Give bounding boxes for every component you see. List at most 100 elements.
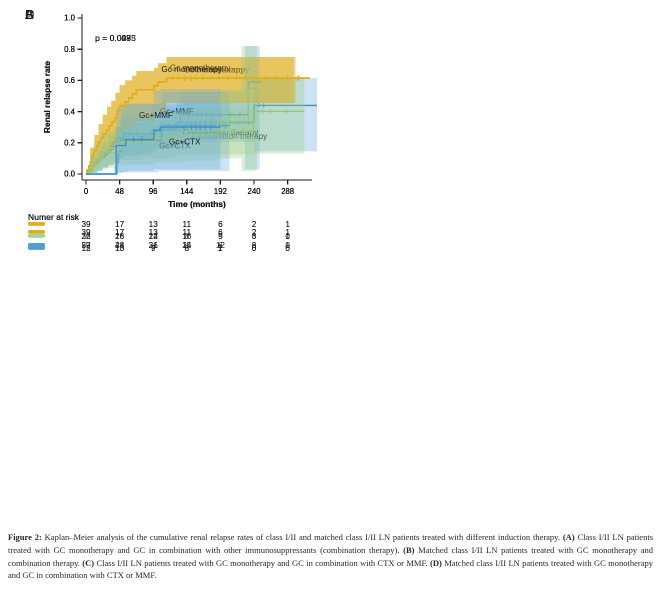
caption-bold-segment: (D): [430, 557, 442, 568]
risk-row-swatch: [28, 246, 45, 250]
risk-count: 6: [252, 232, 257, 241]
risk-count: 6: [185, 244, 190, 253]
gc-mmf-curve: [86, 126, 221, 175]
risk-count: 8: [185, 244, 190, 253]
p-value-label: p = 0.047: [95, 33, 131, 43]
risk-count: 0: [285, 244, 290, 253]
caption-text-segment: Class I/II LN patients treated with GC m…: [8, 532, 654, 555]
x-tick-label: 48: [115, 187, 124, 196]
risk-count: 25: [182, 241, 192, 250]
y-tick-label: 1.0: [64, 14, 76, 23]
figure-caption: Figure 2: Kaplan–Meier analysis of the c…: [8, 531, 653, 582]
x-tick-label: 0: [84, 187, 89, 196]
gc-ctx-curve-label: Gc+CTX: [169, 137, 201, 146]
x-tick-label: 48: [115, 187, 124, 196]
risk-row-swatch: [28, 234, 45, 238]
x-tick-label: 0: [84, 187, 89, 196]
y-tick-label: 0.6: [64, 76, 75, 85]
number-at-risk-title: Numer at risk: [28, 212, 80, 222]
y-tick-label: 0.2: [64, 139, 75, 148]
y-tick-label: 0.8: [64, 45, 75, 54]
y-tick-label: 1.0: [64, 14, 76, 23]
risk-count: 17: [115, 228, 125, 237]
risk-count: 11: [183, 228, 192, 237]
risk-count: 6: [252, 241, 257, 250]
risk-count: 2: [218, 244, 223, 253]
risk-count: 11: [183, 228, 192, 237]
x-axis-title: Time (months): [168, 199, 226, 209]
risk-count: 0: [252, 244, 257, 253]
gc-mono-curve-label: Gc monotherapy: [170, 63, 231, 72]
y-tick-label: 1.0: [64, 14, 76, 23]
combination-curve-label: Combination therapy: [183, 128, 259, 137]
risk-count: 13: [149, 228, 159, 237]
x-tick-label: 288: [281, 187, 294, 196]
y-tick-label: 0.2: [64, 139, 75, 148]
y-tick-label: 0.6: [64, 76, 75, 85]
caption-bold-segment: (A): [562, 532, 575, 542]
risk-count: 7: [151, 244, 156, 253]
y-tick-label: 0.4: [64, 107, 76, 116]
x-tick-label: 48: [115, 187, 124, 196]
risk-count: 39: [81, 228, 91, 237]
y-tick-label: 0.8: [64, 45, 75, 54]
risk-row-swatch: [28, 230, 45, 234]
gc-mono-confidence-band: [86, 57, 295, 174]
risk-count: 6: [218, 228, 223, 237]
risk-count: 17: [115, 220, 125, 229]
gc-ctx-curve: [86, 87, 257, 175]
x-tick-label: 192: [214, 187, 227, 196]
y-tick-label: 0.8: [64, 45, 75, 54]
number-at-risk-title: Numer at risk: [28, 212, 80, 222]
y-tick-label: 0.4: [64, 107, 76, 116]
risk-count: 2: [252, 228, 257, 237]
risk-count: 13: [149, 228, 159, 237]
risk-count: 2: [252, 220, 257, 229]
y-tick-label: 0.4: [64, 107, 76, 116]
risk-count: 15: [81, 244, 91, 253]
y-tick-label: 0.0: [64, 170, 76, 179]
y-axis-title: Renal relapse rate: [42, 61, 52, 133]
risk-count: 10: [115, 244, 125, 253]
x-tick-label: 0: [84, 187, 89, 196]
risk-count: 16: [182, 232, 192, 241]
risk-count: 39: [81, 220, 91, 229]
risk-row-swatch: [28, 222, 45, 226]
risk-count: 36: [81, 232, 91, 241]
x-tick-label: 144: [180, 187, 194, 196]
risk-count: 13: [149, 220, 159, 229]
risk-count: 2: [252, 228, 257, 237]
risk-count: 3: [252, 232, 257, 241]
x-tick-label: 288: [281, 187, 294, 196]
y-tick-label: 0.2: [64, 139, 75, 148]
risk-count: 12: [149, 232, 159, 241]
risk-count: 36: [149, 241, 159, 250]
number-at-risk-title: Numer at risk: [28, 212, 80, 222]
gc-mmf-curve-label: Gc+MMF: [139, 111, 173, 120]
y-tick-label: 0.6: [64, 76, 75, 85]
risk-count: 11: [183, 220, 192, 229]
risk-count: 1: [285, 220, 290, 229]
risk-count: 16: [115, 232, 125, 241]
risk-count: 0: [252, 244, 257, 253]
risk-count: 6: [218, 228, 223, 237]
caption-text-segment: Matched class I/II LN patients treated w…: [8, 544, 653, 568]
panel-letter: C: [25, 7, 34, 22]
p-value-label: p = 0.0083: [95, 33, 136, 43]
panel-d-km-plot: 0.00.20.40.60.81.00 48 96 144 192 240 288Time …: [25, 7, 312, 253]
y-axis-title: Renal relapse rate: [42, 61, 52, 133]
y-tick-label: 0.8: [64, 45, 75, 54]
risk-count: 1: [285, 228, 290, 237]
x-axis-title: Time (months): [168, 199, 226, 209]
caption-bold-segment: (B): [403, 544, 415, 555]
risk-count: 28: [115, 241, 125, 250]
x-tick-label: 48: [115, 187, 124, 196]
y-tick-label: 0.2: [64, 139, 75, 148]
risk-count: 6: [218, 220, 223, 229]
y-axis-title: Renal relapse rate: [42, 61, 52, 133]
x-tick-label: 192: [214, 187, 227, 196]
gc-mono-confidence-band: [86, 57, 294, 174]
panel-letter: B: [25, 7, 34, 22]
risk-count: 39: [81, 241, 91, 250]
